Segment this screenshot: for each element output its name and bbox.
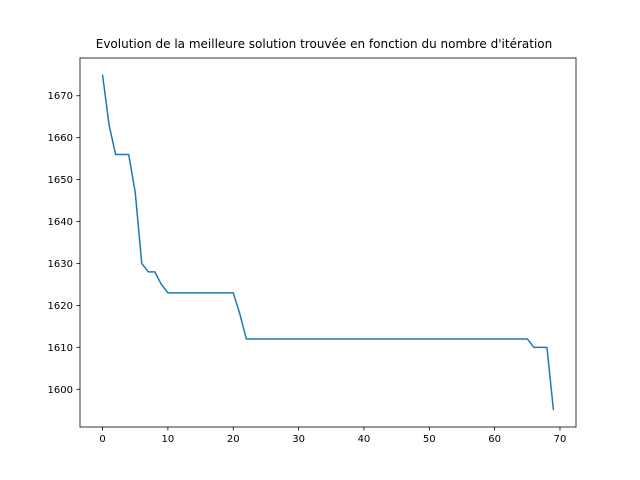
y-tick-label: 1610 <box>48 343 73 354</box>
y-tick-label: 1670 <box>48 91 73 102</box>
y-tick-label: 1620 <box>48 301 73 312</box>
x-axis: 0 10 20 30 40 50 60 70 <box>99 427 566 445</box>
chart-title: Evolution de la meilleure solution trouv… <box>96 37 553 51</box>
plot-frame <box>79 57 577 428</box>
plot-area <box>101 74 555 411</box>
x-tick-label: 10 <box>162 434 175 445</box>
x-tick-label: 0 <box>99 434 105 445</box>
y-axis: 1600 1610 1620 1630 1640 1650 1660 1670 <box>48 91 80 396</box>
y-tick-label: 1640 <box>48 217 73 228</box>
x-tick-label: 20 <box>227 434 240 445</box>
series-line-0 <box>101 74 555 411</box>
x-tick-label: 60 <box>488 434 501 445</box>
y-tick-label: 1630 <box>48 259 73 270</box>
x-tick-label: 50 <box>423 434 436 445</box>
x-tick-label: 40 <box>358 434 371 445</box>
x-tick-label: 30 <box>292 434 305 445</box>
y-tick-label: 1660 <box>48 133 73 144</box>
y-tick-label: 1650 <box>48 175 73 186</box>
y-tick-label: 1600 <box>48 385 73 396</box>
x-tick-label: 70 <box>554 434 567 445</box>
